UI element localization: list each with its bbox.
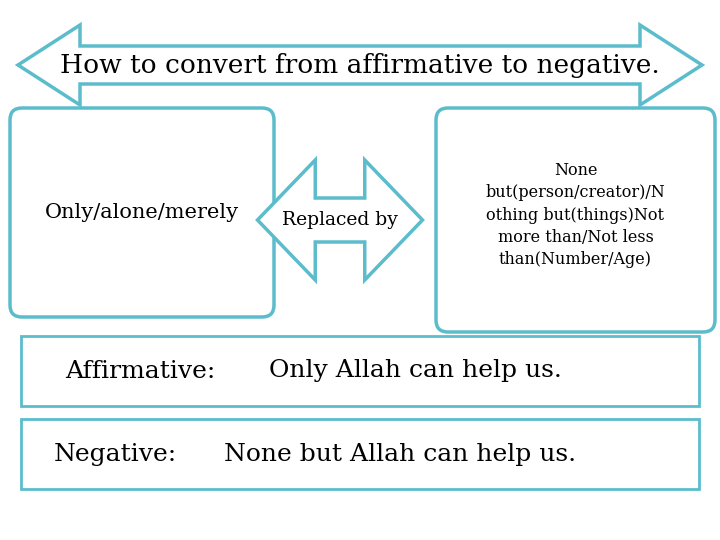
Polygon shape: [18, 25, 702, 105]
Text: Affirmative:: Affirmative:: [65, 360, 215, 382]
Text: None but Allah can help us.: None but Allah can help us.: [224, 442, 576, 465]
Text: Negative:: Negative:: [53, 442, 176, 465]
Text: Only Allah can help us.: Only Allah can help us.: [269, 360, 562, 382]
Polygon shape: [258, 160, 423, 280]
FancyBboxPatch shape: [10, 108, 274, 317]
Text: None
but(person/creator)/N
othing but(things)Not
more than/Not less
than(Number/: None but(person/creator)/N othing but(th…: [485, 162, 665, 268]
Text: Only/alone/merely: Only/alone/merely: [45, 203, 239, 222]
Text: How to convert from affirmative to negative.: How to convert from affirmative to negat…: [60, 52, 660, 78]
FancyBboxPatch shape: [436, 108, 715, 332]
Text: Replaced by: Replaced by: [282, 211, 398, 229]
FancyBboxPatch shape: [21, 419, 699, 489]
FancyBboxPatch shape: [21, 336, 699, 406]
